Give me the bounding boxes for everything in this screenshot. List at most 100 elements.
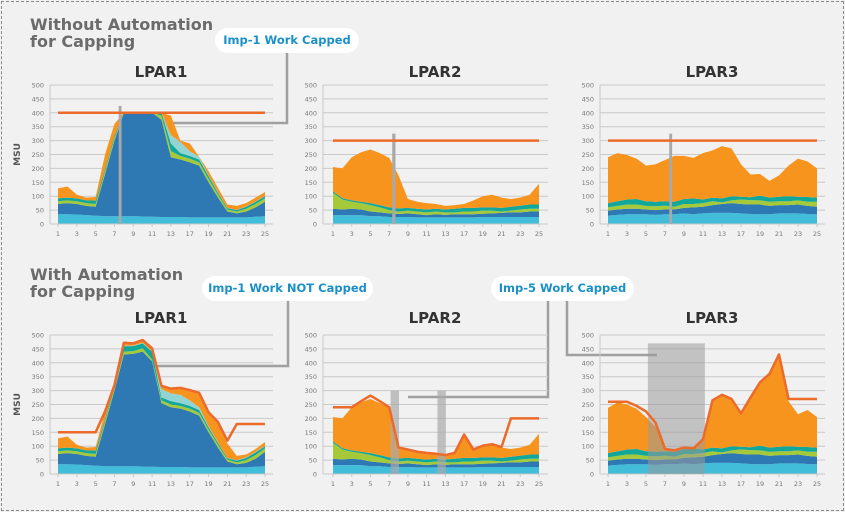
y-tick-label: 100	[305, 443, 317, 451]
x-tick-label: 1	[606, 480, 610, 488]
x-tick-label: 13	[167, 480, 175, 488]
y-tick-label: 200	[32, 415, 44, 423]
chart-title-bottom-lpar3: LPAR3	[685, 309, 739, 327]
x-tick-label: 5	[644, 230, 648, 238]
chart-title-top-lpar2: LPAR2	[408, 63, 462, 81]
chart-title-bottom-lpar2: LPAR2	[408, 309, 462, 327]
y-tick-label: 500	[582, 82, 594, 90]
y-tick-label: 450	[582, 345, 594, 353]
x-tick-label: 23	[794, 480, 802, 488]
x-tick-label: 25	[535, 480, 543, 488]
y-tick-label: 150	[582, 179, 594, 187]
y-tick-label: 250	[582, 151, 594, 159]
y-tick-label: 50	[586, 207, 594, 215]
area-base	[58, 214, 265, 224]
connector-imp1-not-capped	[137, 301, 290, 368]
x-tick-label: 23	[516, 480, 524, 488]
x-tick-label: 13	[441, 480, 449, 488]
y-tick-label: 50	[309, 457, 317, 465]
chart-title-top-lpar3: LPAR3	[685, 63, 739, 81]
y-tick-label: 300	[305, 387, 317, 395]
area-orange	[608, 146, 817, 204]
x-tick-label: 19	[204, 230, 212, 238]
x-tick-label: 5	[94, 480, 98, 488]
area-blue	[333, 208, 539, 218]
x-tick-label: 17	[460, 480, 468, 488]
y-tick-label: 450	[305, 95, 317, 103]
area-lime	[333, 442, 539, 466]
y-tick-label: 100	[32, 193, 44, 201]
area-base	[608, 212, 817, 224]
area-base	[608, 462, 817, 474]
area-teal	[58, 343, 265, 463]
y-tick-label: 250	[305, 151, 317, 159]
y-tick-label: 0	[590, 471, 594, 479]
y-tick-label: 200	[582, 165, 594, 173]
cap-limit-line	[58, 338, 265, 442]
y-tick-label: 400	[582, 109, 594, 117]
x-tick-label: 5	[94, 230, 98, 238]
y-axis-label: MSU	[13, 143, 23, 166]
x-tick-label: 25	[535, 230, 543, 238]
y-tick-label: 500	[305, 82, 317, 90]
x-tick-label: 17	[186, 230, 194, 238]
x-tick-label: 19	[756, 480, 764, 488]
y-tick-label: 200	[582, 415, 594, 423]
y-tick-label: 150	[32, 429, 44, 437]
cap-limit-line	[333, 394, 539, 457]
chart-title-top-lpar1: LPAR1	[134, 63, 188, 81]
y-tick-label: 350	[582, 373, 594, 381]
x-tick-label: 3	[75, 230, 79, 238]
y-tick-label: 350	[32, 123, 44, 131]
y-tick-label: 50	[36, 207, 44, 215]
y-tick-label: 350	[305, 373, 317, 381]
area-blue	[333, 458, 539, 468]
x-tick-label: 21	[223, 480, 231, 488]
y-tick-label: 100	[32, 443, 44, 451]
x-tick-label: 1	[331, 480, 335, 488]
y-axis-label: MSU	[13, 393, 23, 416]
area-base	[58, 464, 265, 474]
x-tick-label: 19	[756, 230, 764, 238]
x-tick-label: 17	[737, 230, 745, 238]
callout-imp1-work-capped: Imp-1 Work Capped	[215, 28, 359, 53]
y-tick-label: 300	[32, 137, 44, 145]
x-tick-label: 7	[663, 230, 667, 238]
x-tick-label: 25	[813, 480, 821, 488]
x-tick-label: 3	[75, 480, 79, 488]
x-tick-label: 17	[186, 480, 194, 488]
x-tick-label: 21	[775, 480, 783, 488]
x-tick-label: 9	[682, 480, 686, 488]
area-blue	[608, 203, 817, 216]
y-tick-label: 450	[32, 345, 44, 353]
x-tick-label: 9	[406, 230, 410, 238]
y-tick-label: 450	[32, 95, 44, 103]
y-tick-label: 450	[305, 345, 317, 353]
area-teal	[58, 112, 265, 212]
y-tick-label: 100	[305, 193, 317, 201]
y-tick-label: 500	[32, 332, 44, 340]
y-tick-label: 0	[313, 221, 317, 229]
x-tick-label: 1	[56, 230, 60, 238]
y-tick-label: 150	[582, 429, 594, 437]
y-tick-label: 0	[40, 471, 44, 479]
y-tick-label: 50	[309, 207, 317, 215]
y-tick-label: 300	[32, 387, 44, 395]
area-blue	[58, 112, 265, 218]
area-lime	[608, 199, 817, 211]
x-tick-label: 21	[497, 480, 505, 488]
x-tick-label: 21	[223, 230, 231, 238]
x-tick-label: 19	[479, 230, 487, 238]
y-tick-label: 400	[32, 359, 44, 367]
x-tick-label: 25	[813, 230, 821, 238]
x-tick-label: 7	[663, 480, 667, 488]
y-tick-label: 50	[586, 457, 594, 465]
y-tick-label: 500	[32, 82, 44, 90]
area-lime	[333, 192, 539, 216]
capped-period-block	[647, 343, 705, 474]
y-tick-label: 250	[305, 401, 317, 409]
x-tick-label: 11	[422, 230, 430, 238]
